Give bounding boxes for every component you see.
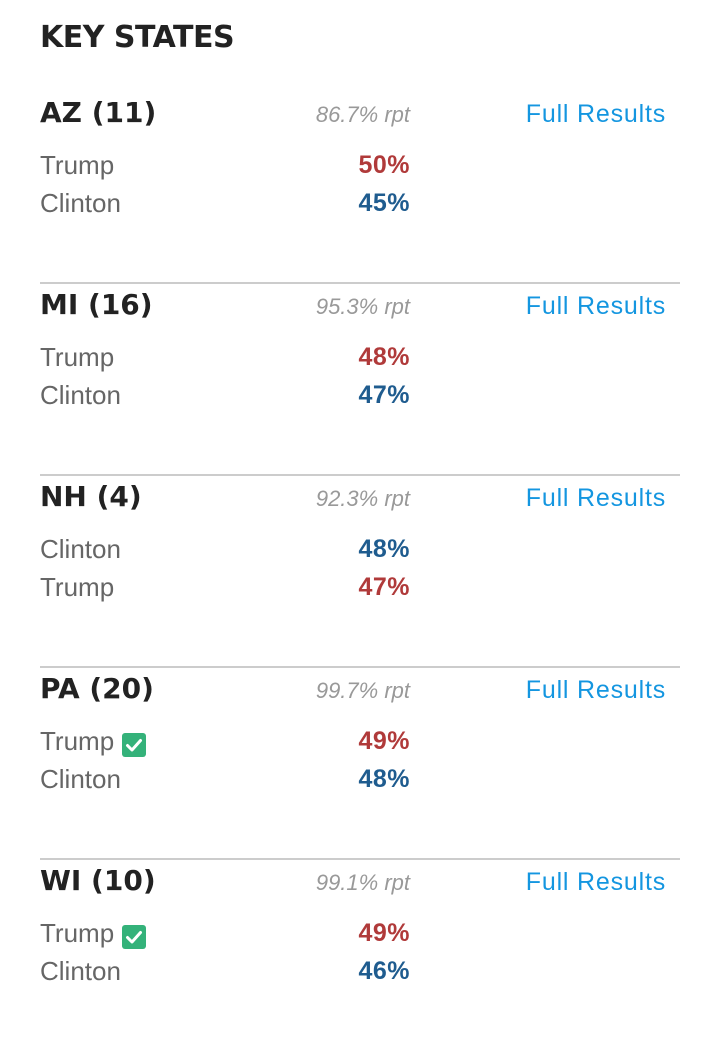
candidate-percent: 45% bbox=[358, 189, 410, 217]
divider bbox=[40, 474, 680, 476]
reporting-percent: 95.3% rpt bbox=[315, 294, 410, 319]
state-name: PA (20) bbox=[40, 672, 154, 705]
state-block-mi: MI (16) 95.3% rpt Full Results Trump 48%… bbox=[40, 284, 680, 476]
reporting-percent: 99.7% rpt bbox=[315, 678, 410, 703]
candidate-percent: 48% bbox=[358, 343, 410, 371]
candidate-row: Trump 49% bbox=[40, 914, 412, 952]
candidate-name: Trump bbox=[40, 726, 115, 756]
candidate-name: Clinton bbox=[40, 956, 121, 986]
full-results-link[interactable]: Full Results bbox=[525, 868, 666, 896]
state-block-az: AZ (11) 86.7% rpt Full Results Trump 50%… bbox=[40, 92, 680, 284]
candidate-percent: 46% bbox=[358, 957, 410, 985]
state-name: NH (4) bbox=[40, 480, 142, 513]
candidate-row: Clinton 45% bbox=[40, 184, 412, 222]
state-block-pa: PA (20) 99.7% rpt Full Results Trump 49%… bbox=[40, 668, 680, 860]
state-block-nh: NH (4) 92.3% rpt Full Results Clinton 48… bbox=[40, 476, 680, 668]
candidate-row: Clinton 48% bbox=[40, 530, 412, 568]
full-results-link[interactable]: Full Results bbox=[525, 292, 666, 320]
widget-title: KEY STATES bbox=[40, 20, 235, 55]
candidate-row: Clinton 48% bbox=[40, 760, 412, 798]
state-name: AZ (11) bbox=[40, 96, 157, 129]
full-results-link[interactable]: Full Results bbox=[525, 484, 666, 512]
full-results-link[interactable]: Full Results bbox=[525, 100, 666, 128]
candidate-name: Trump bbox=[40, 918, 115, 948]
state-name: MI (16) bbox=[40, 288, 153, 321]
state-name: WI (10) bbox=[40, 864, 156, 897]
reporting-percent: 92.3% rpt bbox=[315, 486, 410, 511]
candidate-row: Trump 50% bbox=[40, 146, 412, 184]
candidate-row: Trump 47% bbox=[40, 568, 412, 606]
divider bbox=[40, 666, 680, 668]
candidate-row: Trump 48% bbox=[40, 338, 412, 376]
candidate-name: Clinton bbox=[40, 380, 121, 410]
candidate-name: Trump bbox=[40, 572, 115, 602]
candidate-percent: 49% bbox=[358, 919, 410, 947]
candidate-percent: 48% bbox=[358, 765, 410, 793]
candidate-row: Clinton 47% bbox=[40, 376, 412, 414]
candidate-percent: 49% bbox=[358, 727, 410, 755]
candidate-percent: 47% bbox=[358, 573, 410, 601]
candidate-row: Trump 49% bbox=[40, 722, 412, 760]
candidate-name: Clinton bbox=[40, 534, 121, 564]
reporting-percent: 99.1% rpt bbox=[315, 870, 410, 895]
state-block-wi: WI (10) 99.1% rpt Full Results Trump 49%… bbox=[40, 860, 680, 1052]
candidate-percent: 47% bbox=[358, 381, 410, 409]
reporting-percent: 86.7% rpt bbox=[315, 102, 410, 127]
candidate-name: Clinton bbox=[40, 764, 121, 794]
candidate-row: Clinton 46% bbox=[40, 952, 412, 990]
candidate-name: Trump bbox=[40, 150, 115, 180]
candidate-percent: 50% bbox=[358, 151, 410, 179]
candidate-name: Trump bbox=[40, 342, 115, 372]
divider bbox=[40, 282, 680, 284]
divider bbox=[40, 858, 680, 860]
winner-check-icon bbox=[122, 729, 147, 757]
winner-check-icon bbox=[122, 921, 147, 949]
candidate-name: Clinton bbox=[40, 188, 121, 218]
candidate-percent: 48% bbox=[358, 535, 410, 563]
full-results-link[interactable]: Full Results bbox=[525, 676, 666, 704]
